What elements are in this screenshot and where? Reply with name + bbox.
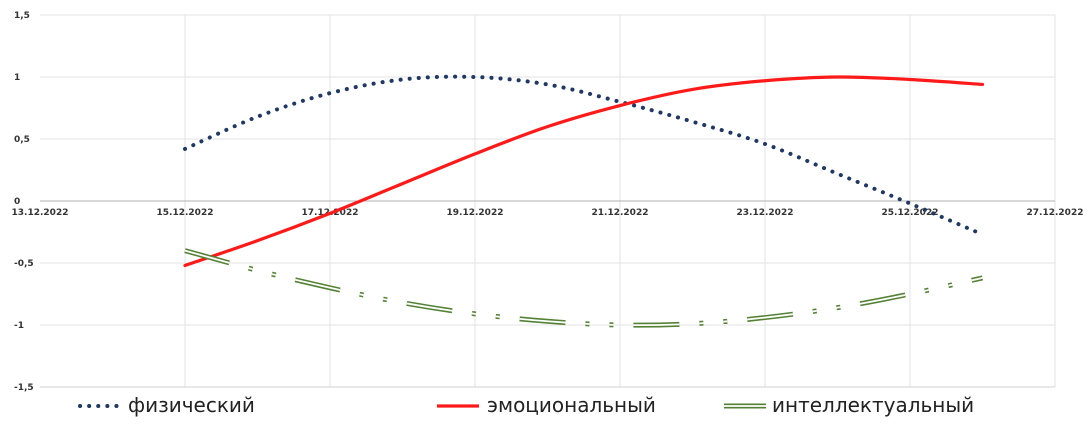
series-line-интеллектуальный-inner <box>184 249 983 327</box>
data-point <box>837 307 838 308</box>
data-point <box>620 105 621 106</box>
data-point <box>692 121 693 122</box>
data-point <box>330 93 331 94</box>
data-point <box>475 313 476 314</box>
data-point <box>547 321 548 322</box>
y-tick-label: -0,5 <box>14 259 34 269</box>
y-tick-label: 0 <box>14 197 20 207</box>
data-point <box>620 325 621 326</box>
data-point <box>185 250 186 251</box>
y-tick-label: 1 <box>14 73 20 83</box>
x-tick-label: 21.12.2022 <box>592 208 649 218</box>
data-point <box>692 323 693 324</box>
legend-label: интеллектуальный <box>772 393 974 417</box>
data-point <box>837 173 838 174</box>
data-point <box>765 317 766 318</box>
y-tick-label: -1,5 <box>14 383 34 393</box>
data-point <box>692 89 693 90</box>
data-point <box>257 270 258 271</box>
x-tick-label: 25.12.2022 <box>882 208 939 218</box>
data-point <box>330 213 331 214</box>
y-tick-label: 1,5 <box>14 11 30 21</box>
legend-label: физический <box>128 393 255 417</box>
data-point <box>765 143 766 144</box>
x-tick-label: 23.12.2022 <box>737 208 794 218</box>
y-tick-label: 0,5 <box>14 135 30 145</box>
x-tick-label: 19.12.2022 <box>447 208 504 218</box>
data-point <box>547 84 548 85</box>
data-point <box>982 277 983 278</box>
y-tick-label: -1 <box>14 321 24 331</box>
data-point <box>185 265 186 266</box>
data-point <box>982 234 983 235</box>
data-point <box>765 80 766 81</box>
data-point <box>837 77 838 78</box>
data-point <box>257 240 258 241</box>
data-point <box>402 79 403 80</box>
data-point <box>620 101 621 102</box>
data-point <box>475 77 476 78</box>
data-point <box>910 79 911 80</box>
x-tick-label: 27.12.2022 <box>1027 208 1084 218</box>
data-point <box>547 126 548 127</box>
data-point <box>910 294 911 295</box>
series-line-эмоциональный <box>183 75 985 268</box>
data-point <box>402 302 403 303</box>
data-point <box>330 287 331 288</box>
x-tick-label: 13.12.2022 <box>12 208 69 218</box>
data-point <box>982 84 983 85</box>
data-point <box>257 116 258 117</box>
legend-label: эмоциональный <box>487 393 656 417</box>
data-point <box>185 148 186 149</box>
data-point <box>475 153 476 154</box>
series-line-интеллектуальный <box>184 248 984 328</box>
data-point <box>910 203 911 204</box>
x-tick-label: 15.12.2022 <box>157 208 214 218</box>
data-point <box>402 183 403 184</box>
